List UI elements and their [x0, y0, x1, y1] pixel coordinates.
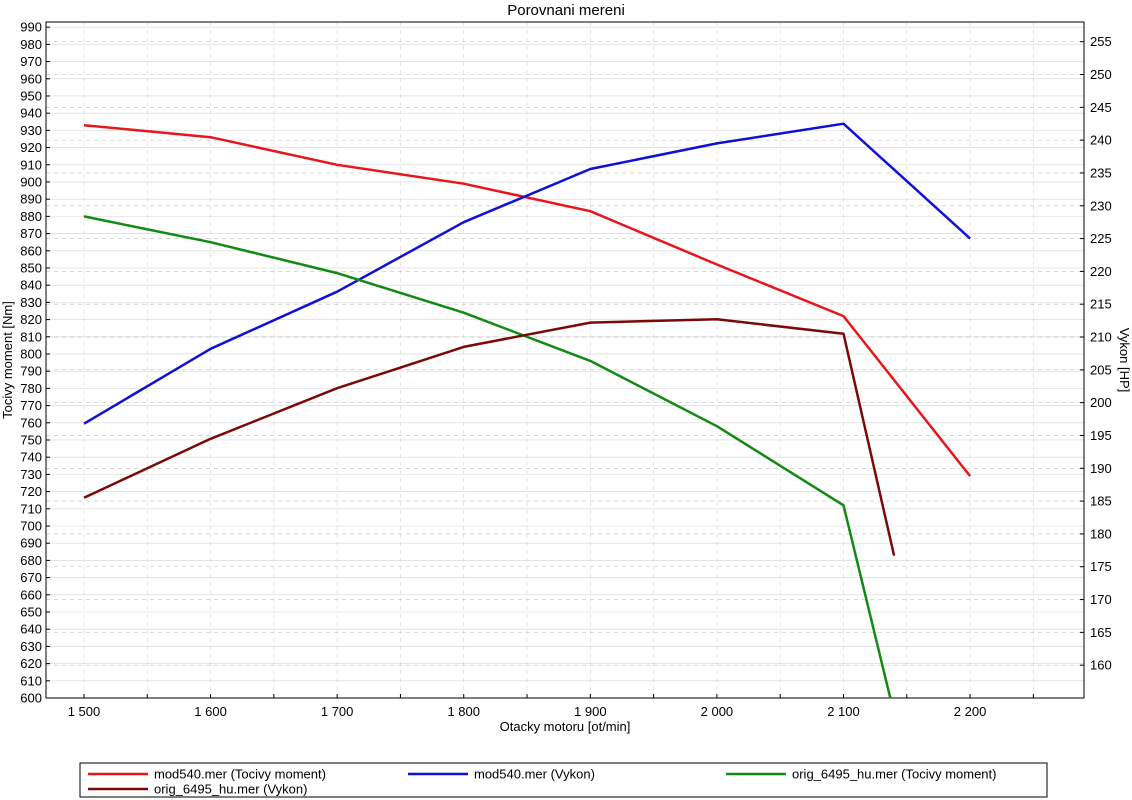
- series-line-2: [83, 215, 892, 699]
- left-tick-label: 840: [20, 278, 42, 293]
- x-tick-label: 1 700: [321, 704, 354, 719]
- left-tick-label: 950: [20, 88, 42, 103]
- left-tick-label: 800: [20, 346, 42, 361]
- left-tick-label: 750: [20, 432, 42, 447]
- x-axis: 1 500 1 600 1 700 1 800 1 900 2 000 2 100 2 200: [68, 694, 1034, 719]
- left-tick-label: 940: [20, 106, 42, 121]
- series-line-3: [83, 318, 896, 556]
- right-tick-label: 250: [1090, 67, 1112, 82]
- right-tick-label: 205: [1090, 362, 1112, 377]
- left-tick-label: 780: [20, 381, 42, 396]
- right-y-axis: 160 165 170 175 180 185 190 195 200 205 210 215 220 2…: [1080, 34, 1112, 673]
- left-tick-label: 700: [20, 518, 42, 533]
- x-tick-label: 2 000: [701, 704, 734, 719]
- left-tick-label: 760: [20, 415, 42, 430]
- right-y-axis-label: Vykon [HP]: [1117, 328, 1132, 393]
- x-tick-label: 2 200: [954, 704, 987, 719]
- left-tick-label: 690: [20, 536, 42, 551]
- left-tick-label: 960: [20, 71, 42, 86]
- x-tick-label: 2 100: [827, 704, 860, 719]
- right-tick-label: 180: [1090, 526, 1112, 541]
- left-tick-label: 660: [20, 587, 42, 602]
- plot-frame: [45, 21, 1085, 699]
- left-tick-label: 980: [20, 37, 42, 52]
- left-tick-label: 630: [20, 639, 42, 654]
- right-tick-label: 230: [1090, 198, 1112, 213]
- right-tick-label: 160: [1090, 658, 1112, 673]
- legend: mod540.mer (Tocivy moment) mod540.mer (Vy…: [79, 762, 1048, 798]
- left-tick-label: 640: [20, 622, 42, 637]
- x-tick-label: 1 500: [68, 704, 101, 719]
- right-tick-label: 235: [1090, 165, 1112, 180]
- left-tick-label: 620: [20, 656, 42, 671]
- right-tick-label: 165: [1090, 625, 1112, 640]
- left-tick-label: 920: [20, 140, 42, 155]
- series-line-0: [83, 123, 972, 477]
- left-y-axis: 600 610 620 630 640 650 660 670 680 690 700 710 720 7…: [20, 20, 50, 706]
- legend-box: [79, 762, 1048, 798]
- left-tick-label: 670: [20, 570, 42, 585]
- right-tick-label: 210: [1090, 330, 1112, 345]
- left-tick-label: 970: [20, 54, 42, 69]
- left-tick-label: 860: [20, 243, 42, 258]
- left-tick-label: 910: [20, 157, 42, 172]
- x-tick-label: 1 600: [194, 704, 227, 719]
- left-tick-label: 610: [20, 673, 42, 688]
- left-tick-label: 790: [20, 364, 42, 379]
- right-tick-label: 175: [1090, 559, 1112, 574]
- left-tick-label: 730: [20, 467, 42, 482]
- legend-label-1: mod540.mer (Vykon): [474, 767, 595, 782]
- x-tick-label: 1 900: [574, 704, 607, 719]
- left-tick-label: 820: [20, 312, 42, 327]
- left-tick-label: 680: [20, 553, 42, 568]
- left-tick-label: 710: [20, 501, 42, 516]
- left-tick-label: 740: [20, 450, 42, 465]
- legend-label-0: mod540.mer (Tocivy moment): [154, 767, 326, 782]
- right-tick-label: 190: [1090, 461, 1112, 476]
- left-tick-label: 720: [20, 484, 42, 499]
- right-tick-label: 215: [1090, 297, 1112, 312]
- left-tick-label: 650: [20, 604, 42, 619]
- right-tick-label: 185: [1090, 494, 1112, 509]
- x-tick-label: 1 800: [447, 704, 480, 719]
- series-line-1: [83, 122, 971, 425]
- left-tick-label: 990: [20, 20, 42, 35]
- left-tick-label: 870: [20, 226, 42, 241]
- right-tick-label: 200: [1090, 395, 1112, 410]
- right-tick-label: 255: [1090, 34, 1112, 49]
- grid: [46, 22, 1084, 699]
- left-tick-label: 770: [20, 398, 42, 413]
- left-tick-label: 880: [20, 209, 42, 224]
- right-tick-label: 240: [1090, 133, 1112, 148]
- right-tick-label: 170: [1090, 592, 1112, 607]
- right-tick-label: 245: [1090, 100, 1112, 115]
- left-tick-label: 600: [20, 691, 42, 706]
- left-tick-label: 900: [20, 174, 42, 189]
- left-tick-label: 930: [20, 123, 42, 138]
- legend-label-3: orig_6495_hu.mer (Vykon): [154, 782, 307, 797]
- right-tick-label: 220: [1090, 264, 1112, 279]
- x-axis-label: Otacky motoru [ot/min]: [500, 719, 631, 734]
- right-tick-label: 195: [1090, 428, 1112, 443]
- left-y-axis-label: Tocivy moment [Nm]: [0, 301, 15, 419]
- left-tick-label: 810: [20, 329, 42, 344]
- series-layer: [83, 122, 972, 699]
- left-tick-label: 850: [20, 260, 42, 275]
- chart-title: Porovnani mereni: [507, 2, 625, 19]
- left-tick-label: 890: [20, 192, 42, 207]
- right-tick-label: 225: [1090, 231, 1112, 246]
- left-tick-label: 830: [20, 295, 42, 310]
- legend-label-2: orig_6495_hu.mer (Tocivy moment): [792, 767, 996, 782]
